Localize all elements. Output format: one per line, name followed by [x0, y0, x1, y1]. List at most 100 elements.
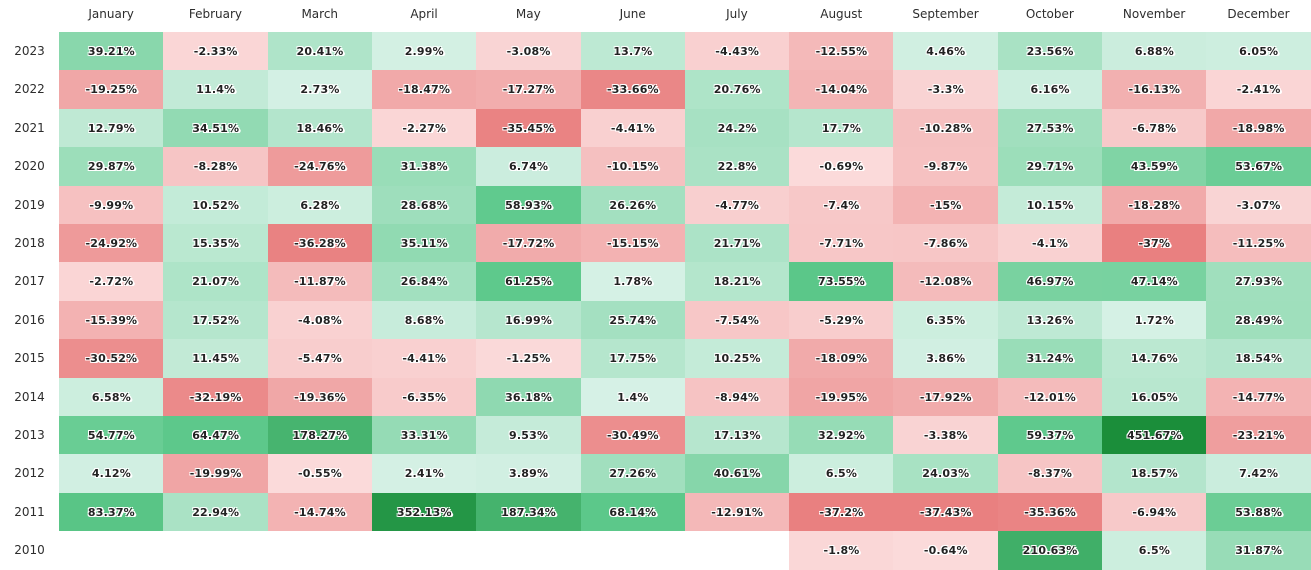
cell-value-label: 11.4%	[196, 83, 236, 97]
cell-value-label: -37.2%	[819, 505, 864, 519]
heatmap-cell: 25.74%	[580, 300, 686, 340]
heatmap-cell: 17.13%	[684, 416, 790, 455]
cell-value-label: 13.26%	[1026, 313, 1074, 327]
heatmap-cell: -5.29%	[789, 300, 894, 340]
heatmap-cell: -7.71%	[789, 224, 894, 263]
cell-value-label: 6.5%	[825, 467, 858, 481]
heatmap-cell: 34.51%	[163, 108, 269, 148]
heatmap-cell: -1.8%	[789, 531, 894, 570]
heatmap-cell: 352.13%	[371, 492, 477, 532]
heatmap-cell: -6.35%	[371, 377, 477, 417]
cell-value-label: 1.78%	[613, 275, 653, 289]
heatmap-cell: -37.43%	[893, 492, 999, 532]
cell-value-label: -2.72%	[89, 275, 134, 289]
cell-value-label: 40.61%	[713, 467, 761, 481]
cell-value-label: 61.25%	[505, 275, 553, 289]
cell-value-label: 17.52%	[192, 313, 240, 327]
heatmap-cell	[267, 531, 373, 570]
heatmap-cell: -19.25%	[59, 70, 164, 110]
heatmap-cell: 10.15%	[997, 185, 1103, 225]
cell-value-label: 14.76%	[1130, 352, 1178, 366]
cell-value-label: 43.59%	[1130, 160, 1178, 174]
heatmap-cell: 17.7%	[789, 108, 894, 148]
cell-value-label: 26.84%	[400, 275, 448, 289]
heatmap-cell: 23.56%	[997, 32, 1103, 71]
heatmap-cell: 26.84%	[371, 262, 477, 302]
heatmap-cell: -3.08%	[476, 32, 581, 71]
heatmap-cell: 18.54%	[1206, 339, 1311, 379]
cell-value-label: -4.41%	[610, 121, 655, 135]
heatmap-cell: 21.71%	[684, 224, 790, 263]
cell-value-label: -15.15%	[607, 236, 659, 250]
heatmap-cell: -2.41%	[1206, 70, 1311, 110]
cell-value-label: -24.76%	[294, 160, 346, 174]
heatmap-cell: -12.08%	[893, 262, 999, 302]
cell-value-label: 33.31%	[400, 428, 448, 442]
heatmap-cell: 10.25%	[684, 339, 790, 379]
heatmap-cell: 3.86%	[893, 339, 999, 379]
row-label: 2020	[14, 159, 45, 174]
heatmap-cell: 39.21%	[59, 32, 164, 71]
cell-value-label: -35.36%	[1024, 505, 1076, 519]
column-label: February	[188, 7, 243, 21]
cell-value-label: -17.27%	[502, 83, 555, 97]
cell-value-label: 22.8%	[717, 160, 757, 174]
cell-value-label: -14.74%	[294, 505, 346, 519]
cell-value-label: 3.89%	[509, 467, 549, 481]
heatmap-cell: -10.28%	[893, 108, 999, 148]
cell-value-label: -2.41%	[1236, 83, 1281, 97]
cell-value-label: -4.08%	[298, 313, 342, 327]
cell-value-label: 6.35%	[926, 313, 966, 327]
heatmap-cell: 54.77%	[59, 416, 164, 455]
cell-value-label: 18.46%	[296, 121, 344, 135]
cell-value-label: -8.28%	[193, 160, 238, 174]
cell-value-label: 64.47%	[192, 428, 240, 442]
cell-value-label: -10.28%	[919, 121, 972, 135]
heatmap-cell: -6.78%	[1102, 108, 1207, 148]
heatmap-cell	[163, 531, 269, 570]
cell-value-label: -2.27%	[402, 121, 447, 135]
heatmap-cell: -4.08%	[267, 300, 373, 340]
heatmap-cell: 59.37%	[997, 416, 1103, 455]
cell-value-label: -32.19%	[189, 390, 242, 404]
heatmap-cell: 4.12%	[59, 454, 164, 494]
heatmap-cell: -8.28%	[163, 147, 269, 187]
heatmap-cell: 4.46%	[893, 32, 999, 71]
heatmap-cell: 27.53%	[997, 108, 1103, 148]
heatmap-cell: 28.68%	[371, 185, 477, 225]
cell-value-label: 18.57%	[1130, 467, 1178, 481]
heatmap-cell: -8.37%	[997, 454, 1103, 494]
heatmap-cell: -30.52%	[59, 339, 164, 379]
row-label: 2017	[14, 274, 45, 289]
heatmap-cell: 2.73%	[267, 70, 373, 110]
heatmap-cell: 17.75%	[580, 339, 686, 379]
cell-value-label: -17.72%	[502, 236, 555, 250]
row-label: 2016	[14, 312, 45, 327]
heatmap-cell: 36.18%	[476, 377, 581, 417]
cell-value-label: 1.72%	[1134, 313, 1174, 327]
row-label: 2019	[14, 197, 45, 212]
cell-value-label: 59.37%	[1026, 428, 1074, 442]
heatmap-cell: -32.19%	[163, 377, 269, 417]
heatmap-cell: -35.36%	[997, 492, 1103, 532]
heatmap-cell: 61.25%	[476, 262, 581, 302]
cell-value-label: -14.04%	[815, 83, 868, 97]
heatmap-cell: -7.54%	[684, 300, 790, 340]
heatmap-cell: -3.07%	[1206, 185, 1311, 225]
cell-value-label: 27.26%	[609, 467, 657, 481]
cell-value-label: 11.45%	[192, 352, 240, 366]
cell-value-label: -30.49%	[607, 428, 659, 442]
row-label: 2018	[14, 236, 45, 250]
cell-value-label: 20.41%	[296, 44, 344, 58]
cell-value-label: -2.33%	[193, 44, 238, 58]
heatmap-cell: 9.53%	[476, 416, 581, 455]
cell-value-label: -18.98%	[1232, 121, 1285, 135]
heatmap-cell: 14.76%	[1102, 339, 1207, 379]
cell-value-label: 31.87%	[1235, 544, 1283, 558]
heatmap-cell: 20.41%	[267, 32, 373, 71]
cell-value-label: -8.94%	[715, 390, 760, 404]
cell-value-label: 53.88%	[1235, 505, 1283, 519]
column-label: July	[726, 7, 748, 21]
heatmap-cell: -4.77%	[684, 185, 790, 225]
heatmap-cell: 27.26%	[580, 454, 686, 494]
